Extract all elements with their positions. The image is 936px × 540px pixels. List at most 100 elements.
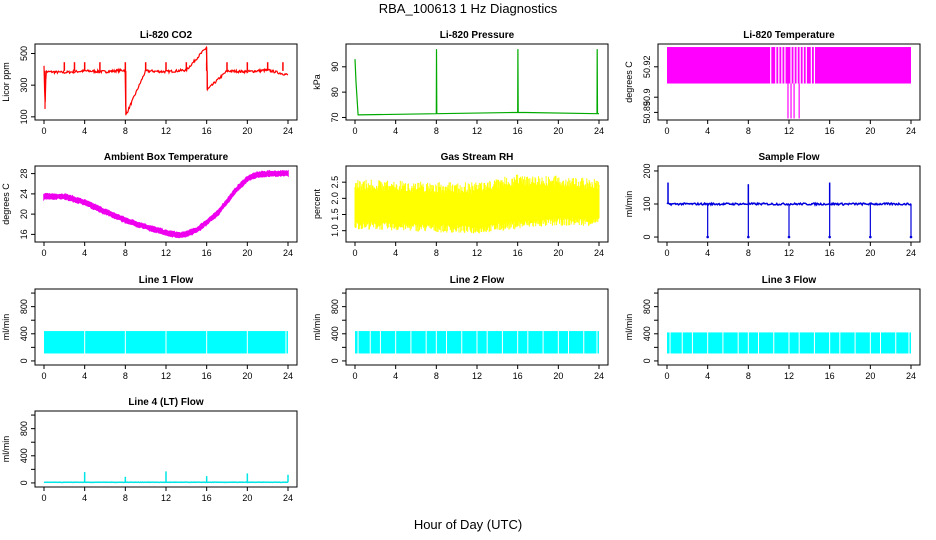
x-tick-label: 4: [82, 248, 87, 258]
y-tick-label: 50.9: [642, 88, 652, 106]
x-tick-label: 20: [553, 371, 563, 381]
x-tick-label: 12: [472, 126, 482, 136]
chart-panel-4: Ambient Box Temperature degrees C 0 4 8 12 16 2…: [1, 152, 298, 258]
spike-point: [747, 235, 750, 239]
x-tick-label: 12: [784, 371, 794, 381]
x-tick-label: 8: [434, 248, 439, 258]
y-tick-label: 0: [19, 480, 29, 485]
y-tick-label: 800: [642, 299, 652, 314]
y-tick-label: 70: [330, 112, 340, 122]
x-tick-label: 0: [664, 126, 669, 136]
x-tick-label: 16: [825, 126, 835, 136]
x-tick-label: 0: [352, 248, 357, 258]
y-tick-label: 800: [19, 299, 29, 314]
x-tick-label: 4: [705, 248, 710, 258]
x-tick-label: 8: [746, 248, 751, 258]
x-tick-label: 4: [82, 126, 87, 136]
chart-panel-8: Line 2 Flow ml/min 0 4 8 12 16 20 24 0 400 800: [312, 275, 609, 381]
y-axis-label: ml/min: [1, 436, 11, 463]
series-line: [43, 45, 289, 116]
x-tick-label: 0: [41, 126, 46, 136]
y-tick-label: 100: [19, 109, 29, 124]
y-tick-label: 500: [19, 46, 29, 61]
panel-title: Li-820 Pressure: [440, 30, 515, 41]
chart-panel-3: Li-820 Temperature degrees C 0 4 8 12 16 20 24 50…: [624, 30, 921, 136]
plot-data: [43, 45, 289, 116]
chart-panel-2: Li-820 Pressure kPa 0 4 8 12 16 20 24 70 80 90: [312, 30, 609, 136]
y-tick-label: 1.0: [330, 224, 340, 237]
y-tick-label: 200: [642, 163, 652, 178]
x-tick-label: 12: [784, 248, 794, 258]
y-tick-label: 50.92: [642, 56, 652, 79]
figure-title: RBA_100613 1 Hz Diagnostics: [378, 1, 558, 16]
plot-data: [666, 182, 913, 239]
plot-data: [355, 330, 599, 355]
x-tick-label: 4: [705, 126, 710, 136]
x-tick-label: 0: [41, 248, 46, 258]
x-tick-label: 0: [352, 126, 357, 136]
plot-data: [43, 169, 289, 239]
x-tick-label: 24: [906, 371, 916, 381]
x-tick-label: 24: [283, 248, 293, 258]
y-axis-label: ml/min: [624, 314, 634, 341]
spike-point: [706, 235, 709, 239]
x-tick-label: 8: [434, 371, 439, 381]
x-tick-label: 0: [664, 371, 669, 381]
x-tick-label: 12: [472, 371, 482, 381]
x-tick-label: 16: [825, 248, 835, 258]
x-tick-label: 24: [283, 126, 293, 136]
x-tick-label: 4: [705, 371, 710, 381]
y-tick-label: 24: [19, 189, 29, 199]
x-tick-label: 20: [553, 248, 563, 258]
x-tick-label: 20: [242, 126, 252, 136]
x-tick-label: 4: [393, 248, 398, 258]
x-tick-label: 24: [283, 371, 293, 381]
y-tick-label: 400: [330, 326, 340, 341]
x-tick-label: 8: [123, 371, 128, 381]
plot-frame: [345, 43, 609, 121]
series-line: [354, 49, 599, 116]
x-tick-label: 20: [242, 493, 252, 503]
y-tick-label: 80: [330, 87, 340, 97]
chart-panel-6: Sample Flow ml/min 0 4 8 12 16 20 24 0 100 200: [624, 152, 921, 258]
y-tick-label: 2.5: [330, 176, 340, 189]
y-tick-label: 800: [19, 421, 29, 436]
chart-panel-7: Line 1 Flow ml/min 0 4 8 12 16 20 24 0 400 800: [1, 275, 298, 381]
chart-panel-1: Li-820 CO2 Licor ppm 0 4 8 12 16 20 24 100 300 500: [1, 30, 298, 136]
x-tick-label: 16: [825, 371, 835, 381]
y-tick-label: 1.5: [330, 208, 340, 221]
chart-panel-5: Gas Stream RH percent 0 4 8 12 16 20 24 1.0 1.5 2.0…: [312, 152, 609, 258]
y-axis-label: degrees C: [624, 61, 634, 103]
x-tick-label: 8: [746, 371, 751, 381]
y-tick-label: 0: [19, 358, 29, 363]
spike-point: [909, 235, 913, 239]
x-tick-label: 16: [513, 371, 523, 381]
panel-title: Li-820 CO2: [140, 30, 193, 41]
y-tick-label: 0: [642, 358, 652, 363]
panel-title: Line 1 Flow: [139, 275, 194, 286]
x-tick-label: 24: [594, 248, 604, 258]
x-tick-label: 12: [161, 126, 171, 136]
plot-data: [354, 49, 599, 116]
y-tick-label: 50.89: [642, 101, 652, 124]
y-tick-label: 16: [19, 229, 29, 239]
x-tick-label: 24: [906, 248, 916, 258]
x-tick-label: 16: [202, 493, 212, 503]
plot-data: [44, 330, 288, 355]
x-tick-label: 4: [82, 371, 87, 381]
x-tick-label: 0: [41, 493, 46, 503]
spike-point: [828, 235, 831, 239]
x-tick-label: 0: [41, 371, 46, 381]
x-tick-label: 4: [82, 493, 87, 503]
x-tick-label: 12: [161, 248, 171, 258]
y-axis-label: degrees C: [1, 183, 11, 225]
x-tick-label: 20: [865, 248, 875, 258]
x-tick-label: 12: [784, 126, 794, 136]
x-tick-label: 0: [352, 371, 357, 381]
x-tick-label: 24: [594, 371, 604, 381]
chart-panel-9: Line 3 Flow ml/min 0 4 8 12 16 20 24 0 400 800: [624, 275, 921, 381]
y-axis-label: ml/min: [624, 191, 634, 218]
x-tick-label: 24: [594, 126, 604, 136]
x-tick-label: 24: [283, 493, 293, 503]
